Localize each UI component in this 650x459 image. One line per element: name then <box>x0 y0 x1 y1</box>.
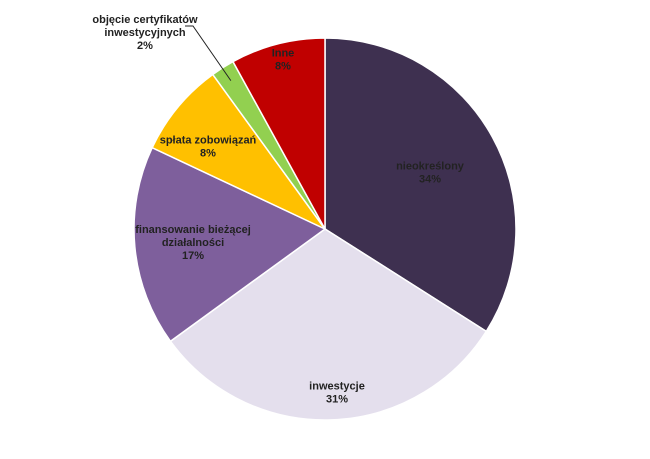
pie-slices <box>133 37 517 421</box>
slice-label: finansowanie bieżącej działalności 17% <box>135 224 251 262</box>
pie-slice <box>151 73 326 230</box>
slice-label: spłata zobowiązań 8% <box>160 135 257 160</box>
slice-name: finansowanie bieżącej <box>135 224 251 236</box>
pie-slice <box>324 37 517 333</box>
slice-percent: 34% <box>419 174 441 186</box>
slice-name: działalności <box>162 237 224 249</box>
slice-percent: 17% <box>182 250 204 262</box>
slice-labels: nieokreślony 34% inwestycje 31% finansowanie… <box>92 14 464 406</box>
slice-percent: 8% <box>200 148 216 160</box>
slice-percent: 8% <box>275 61 291 73</box>
slice-percent: 2% <box>137 40 153 52</box>
slice-label: Inne 8% <box>272 48 295 73</box>
slice-name: spłata zobowiązań <box>160 135 257 147</box>
slice-name: inwestycje <box>309 381 365 393</box>
slice-name: Inne <box>272 48 295 60</box>
slice-name: objęcie certyfikatów <box>92 14 198 26</box>
leader-line <box>185 25 232 81</box>
leader-lines <box>185 25 232 81</box>
slice-label: objęcie certyfikatów inwestycyjnych 2% <box>92 14 198 52</box>
pie-slice <box>231 37 326 230</box>
slice-name: nieokreślony <box>396 161 465 173</box>
pie-slice <box>169 228 488 421</box>
slice-label: inwestycje 31% <box>309 381 365 406</box>
slice-percent: 31% <box>326 394 348 406</box>
slice-label: nieokreślony 34% <box>396 161 465 186</box>
pie-slice <box>133 146 327 343</box>
slice-name: inwestycyjnych <box>104 27 186 39</box>
